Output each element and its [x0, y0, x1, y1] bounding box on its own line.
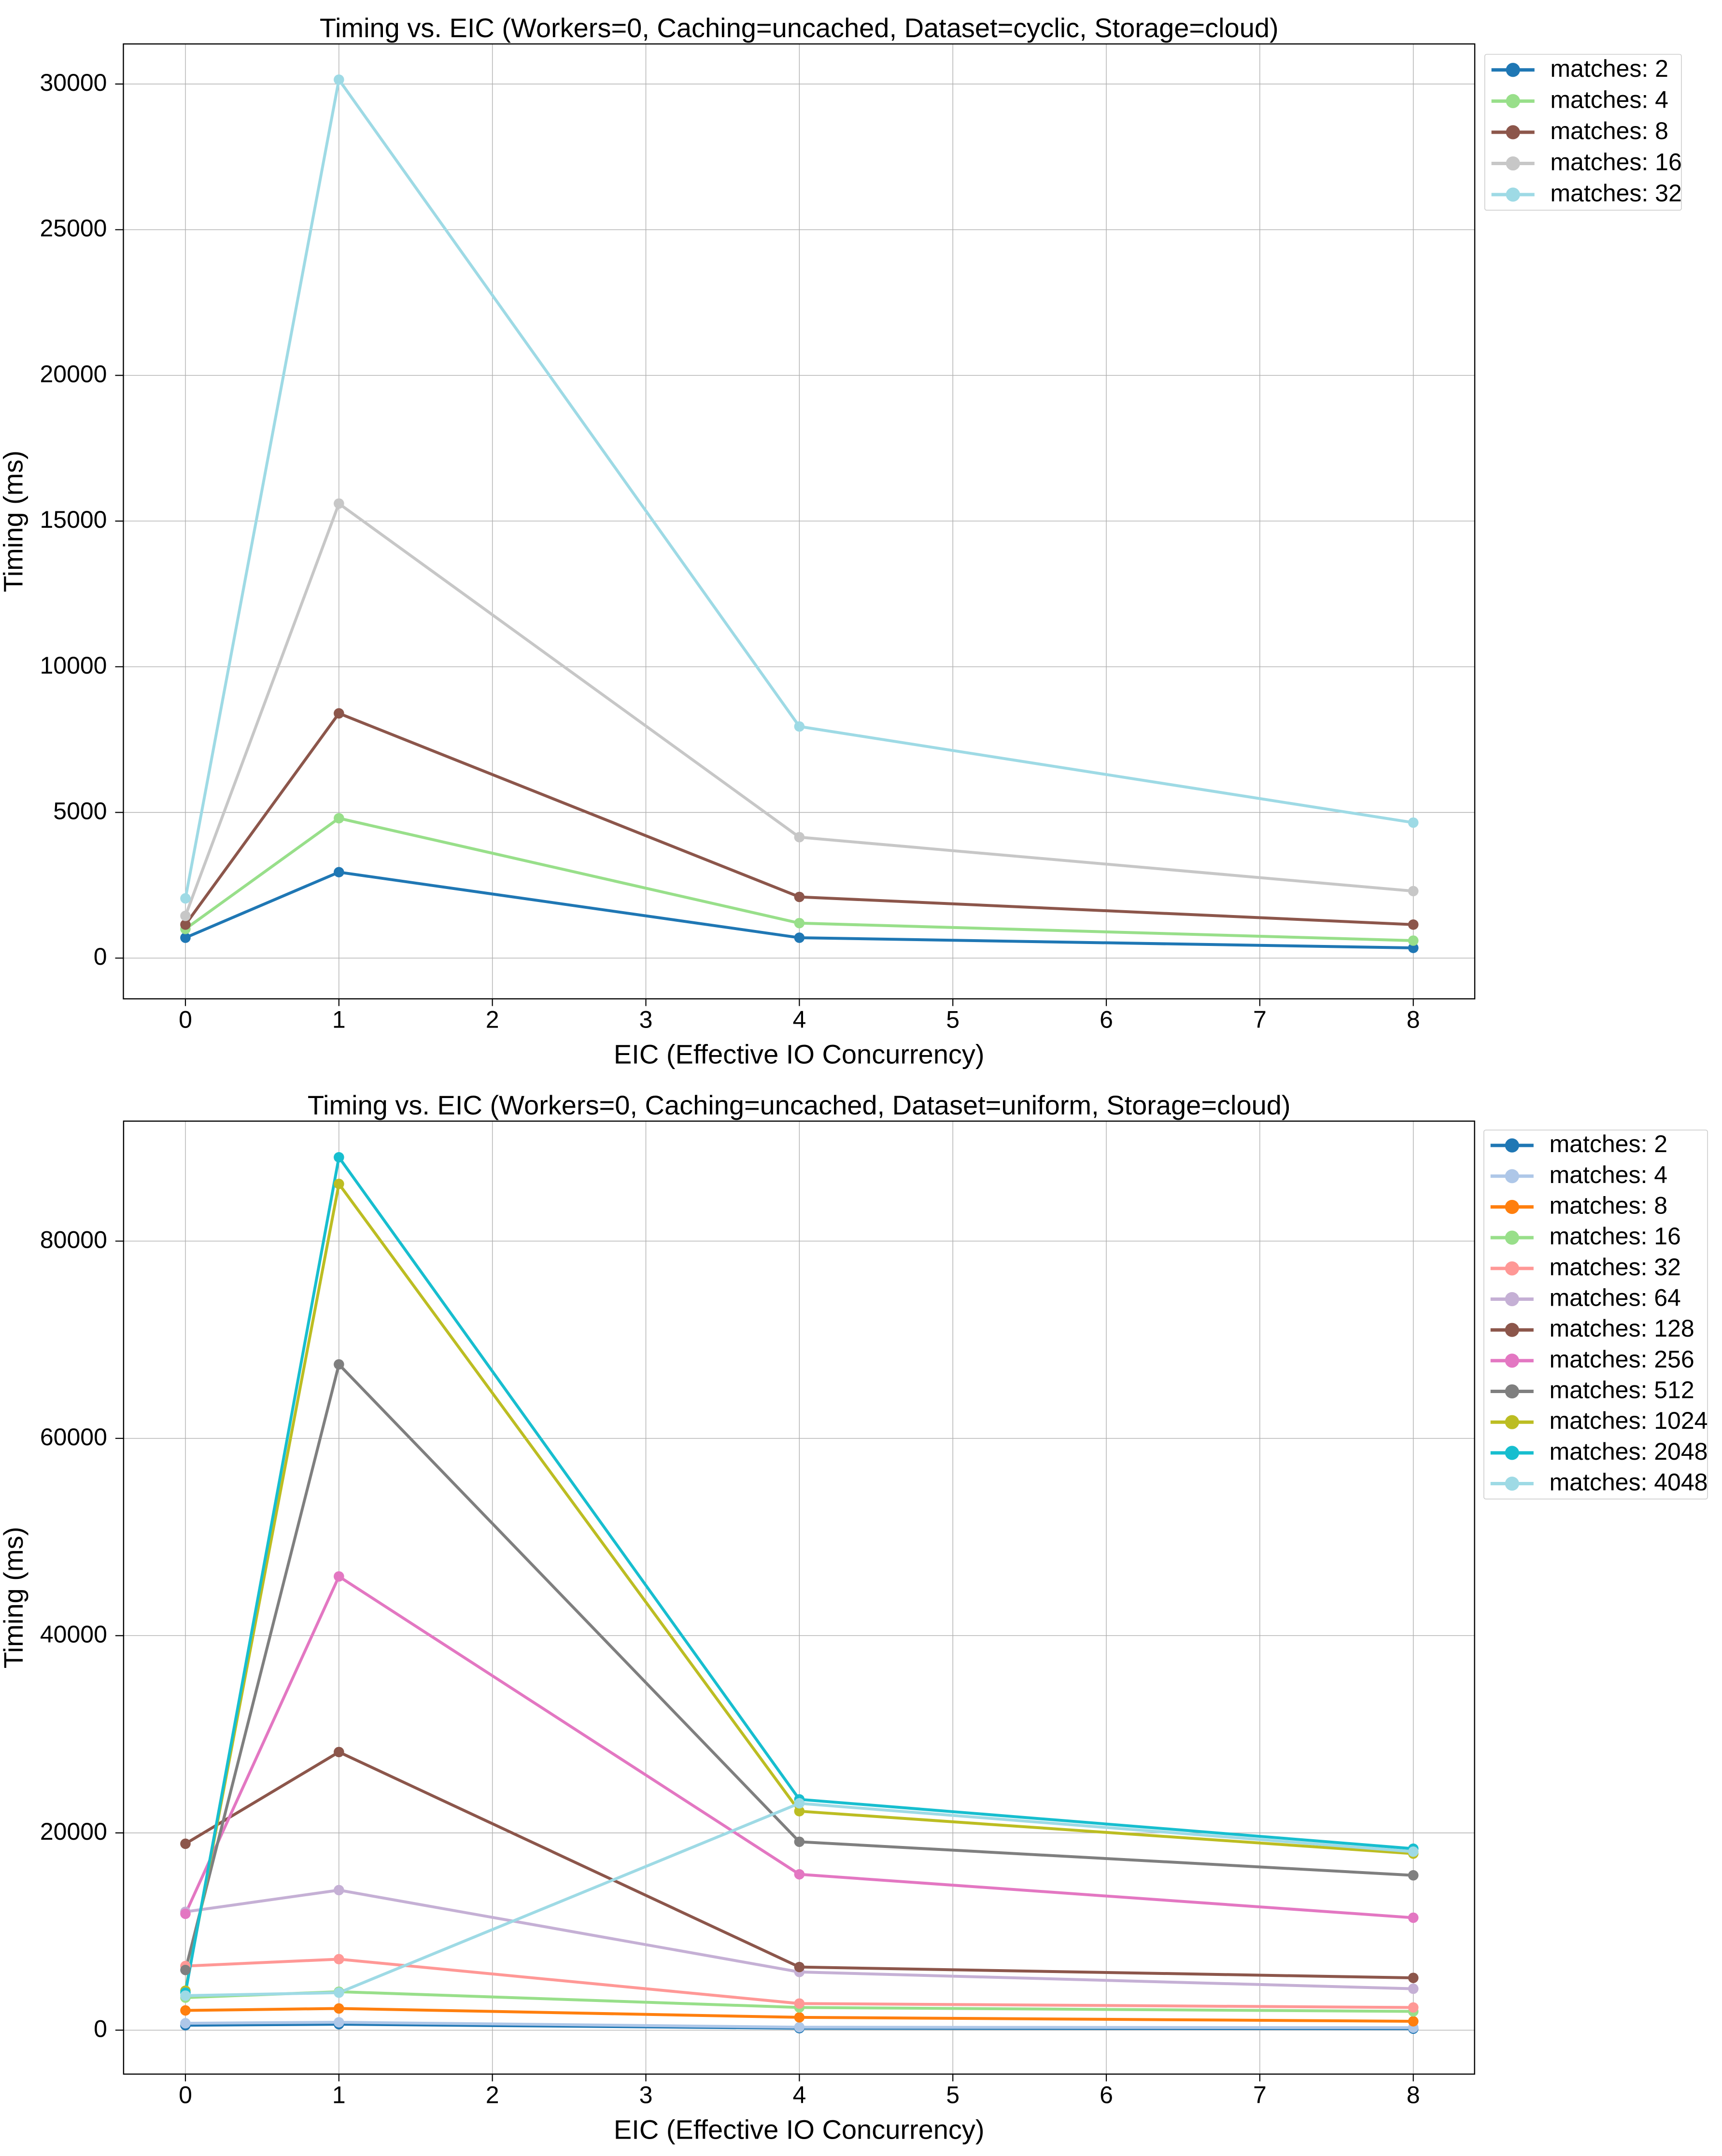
svg-text:matches: 4048: matches: 4048 [1550, 1469, 1708, 1496]
svg-text:80000: 80000 [40, 1226, 107, 1253]
svg-text:4: 4 [792, 2081, 806, 2108]
svg-text:matches: 2: matches: 2 [1550, 55, 1668, 82]
svg-text:8: 8 [1407, 2081, 1420, 2108]
svg-text:5: 5 [946, 2081, 960, 2108]
svg-text:matches: 16: matches: 16 [1550, 1223, 1681, 1250]
svg-text:5: 5 [946, 1006, 960, 1033]
svg-text:matches: 512: matches: 512 [1550, 1377, 1694, 1404]
svg-text:matches: 4: matches: 4 [1550, 1161, 1668, 1188]
svg-text:5000: 5000 [53, 798, 107, 825]
svg-text:0: 0 [94, 943, 107, 970]
svg-text:20000: 20000 [40, 1818, 107, 1845]
svg-text:40000: 40000 [40, 1621, 107, 1648]
svg-text:20000: 20000 [40, 360, 107, 387]
svg-text:1: 1 [332, 1006, 346, 1033]
svg-text:matches: 2048: matches: 2048 [1550, 1438, 1708, 1465]
svg-text:Timing (ms): Timing (ms) [0, 1527, 28, 1668]
svg-text:3: 3 [639, 2081, 653, 2108]
svg-text:0: 0 [179, 2081, 192, 2108]
svg-text:Timing vs. EIC (Workers=0, Cac: Timing vs. EIC (Workers=0, Caching=uncac… [320, 13, 1279, 43]
svg-text:0: 0 [94, 2015, 107, 2042]
svg-text:0: 0 [179, 1006, 192, 1033]
svg-text:25000: 25000 [40, 215, 107, 242]
svg-text:matches: 32: matches: 32 [1550, 180, 1681, 207]
svg-text:6: 6 [1100, 1006, 1113, 1033]
svg-text:6: 6 [1100, 2081, 1113, 2108]
svg-text:30000: 30000 [40, 69, 107, 96]
svg-text:2: 2 [486, 2081, 499, 2108]
svg-text:Timing vs. EIC (Workers=0, Cac: Timing vs. EIC (Workers=0, Caching=uncac… [308, 1090, 1291, 1120]
svg-text:EIC (Effective IO Concurrency): EIC (Effective IO Concurrency) [614, 2114, 985, 2144]
svg-text:2: 2 [486, 1006, 499, 1033]
svg-text:matches: 2: matches: 2 [1550, 1130, 1668, 1157]
svg-text:Timing (ms): Timing (ms) [0, 451, 28, 592]
svg-text:matches: 128: matches: 128 [1550, 1315, 1694, 1342]
svg-text:7: 7 [1253, 2081, 1267, 2108]
svg-text:60000: 60000 [40, 1423, 107, 1451]
svg-text:EIC (Effective IO Concurrency): EIC (Effective IO Concurrency) [614, 1039, 985, 1070]
svg-text:matches: 64: matches: 64 [1550, 1284, 1681, 1311]
svg-text:3: 3 [639, 1006, 653, 1033]
svg-text:matches: 4: matches: 4 [1550, 86, 1668, 113]
svg-text:15000: 15000 [40, 506, 107, 533]
svg-text:matches: 8: matches: 8 [1550, 1192, 1668, 1219]
svg-text:matches: 16: matches: 16 [1550, 148, 1681, 175]
svg-text:matches: 32: matches: 32 [1550, 1254, 1681, 1281]
svg-text:matches: 1024: matches: 1024 [1550, 1407, 1708, 1434]
svg-text:matches: 8: matches: 8 [1550, 117, 1668, 144]
svg-text:10000: 10000 [40, 652, 107, 679]
svg-text:4: 4 [792, 1006, 806, 1033]
svg-text:8: 8 [1407, 1006, 1420, 1033]
svg-text:matches: 256: matches: 256 [1550, 1346, 1694, 1373]
svg-text:1: 1 [332, 2081, 346, 2108]
svg-text:7: 7 [1253, 1006, 1267, 1033]
